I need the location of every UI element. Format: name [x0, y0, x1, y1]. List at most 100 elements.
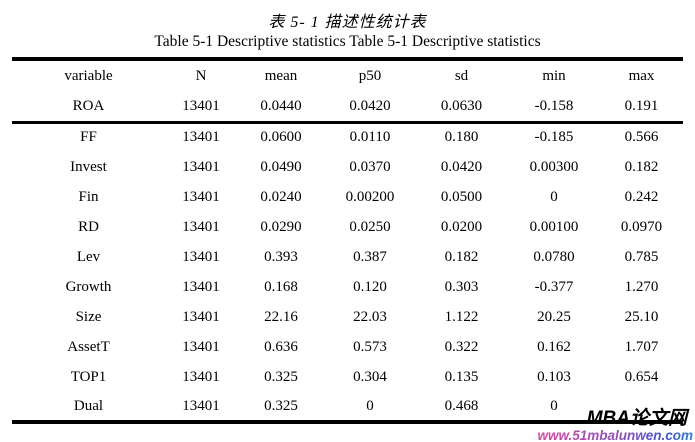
cell: 0.303 [444, 278, 479, 295]
cell: 0.566 [624, 129, 659, 146]
cell: 0.180 [444, 129, 479, 146]
cell: 0.0970 [620, 218, 663, 235]
cell: 0.0440 [237, 92, 325, 124]
cell: 20.25 [537, 308, 571, 325]
cell: 13401 [182, 158, 220, 175]
cell: 0.0420 [440, 158, 483, 175]
cell: 0.00100 [529, 218, 579, 235]
descriptive-statistics-table: variable N mean p50 sd min max ROA 13401… [12, 57, 683, 424]
table-row: Fin 13401 0.0240 0.00200 0.0500 0 0.242 [12, 182, 683, 212]
cell: 0.387 [353, 248, 387, 265]
cell: 0.0630 [415, 92, 508, 124]
table-row: Size 13401 22.16 22.03 1.122 20.25 25.10 [12, 302, 683, 332]
cell: 0.182 [624, 158, 659, 175]
cell: 1.270 [624, 278, 659, 295]
row-label: RD [78, 218, 99, 235]
column-header-sd: sd [454, 68, 469, 84]
column-header-n: N [195, 68, 207, 84]
table-title-en: Table 5-1 Descriptive statistics Table 5… [154, 33, 541, 50]
cell: 0 [366, 397, 374, 414]
cell: 13401 [182, 218, 220, 235]
cell: 0.103 [537, 368, 571, 385]
row-label: Growth [65, 278, 112, 295]
table-row: Growth 13401 0.168 0.120 0.303 -0.377 1.… [12, 272, 683, 302]
cell: 0.0370 [349, 158, 391, 175]
row-label: ROA [12, 92, 165, 124]
cell: 13401 [165, 92, 237, 124]
cell: 0.168 [264, 278, 298, 295]
row-label: TOP1 [70, 368, 107, 385]
cell: 0.182 [444, 248, 479, 265]
cell: 0.325 [264, 397, 298, 414]
table-row: AssetT 13401 0.636 0.573 0.322 0.162 1.7… [12, 332, 683, 362]
cell: 0 [550, 188, 558, 205]
cell: 0.135 [444, 368, 479, 385]
cell: 13401 [182, 308, 220, 325]
column-header-mean: mean [264, 68, 298, 84]
cell: 13401 [182, 338, 220, 355]
cell: 13401 [182, 129, 220, 146]
cell: 0.0110 [349, 129, 391, 146]
cell: 0 [550, 397, 558, 414]
cell: 0.00300 [529, 158, 579, 175]
cell: 13401 [182, 397, 220, 414]
cell: 0.162 [537, 338, 571, 355]
cell: 0.242 [624, 188, 659, 205]
cell: 0.0780 [533, 248, 575, 265]
table-row: TOP1 13401 0.325 0.304 0.135 0.103 0.654 [12, 362, 683, 392]
column-header-variable: variable [64, 68, 113, 84]
cell: -0.377 [534, 278, 574, 295]
cell: 0.0420 [325, 92, 415, 124]
column-header-min: min [542, 68, 566, 84]
cell: 0.636 [264, 338, 298, 355]
watermark-url: www.51mbalunwen.com [537, 427, 693, 442]
cell: 0.0490 [260, 158, 302, 175]
cell: 22.16 [264, 308, 298, 325]
table-row: Invest 13401 0.0490 0.0370 0.0420 0.0030… [12, 152, 683, 182]
table-row: Lev 13401 0.393 0.387 0.182 0.0780 0.785 [12, 242, 683, 272]
cell: 25.10 [624, 308, 659, 325]
row-label: AssetT [67, 338, 110, 355]
table-header-row: variable N mean p50 sd min max [12, 59, 683, 92]
cell: 0.654 [624, 368, 659, 385]
column-header-max: max [628, 68, 655, 84]
cell: 0.0600 [260, 129, 302, 146]
column-header-p50: p50 [358, 68, 382, 84]
watermark-brand: MBA论文网 [586, 407, 687, 429]
cell: 0.191 [600, 92, 683, 124]
row-label: FF [80, 129, 97, 146]
cell: -0.185 [534, 129, 574, 146]
cell: 0.304 [353, 368, 387, 385]
cell: 0.573 [353, 338, 387, 355]
site-watermark: MBA论文网 www.51mbalunwen.com [537, 409, 693, 442]
table-row: ROA 13401 0.0440 0.0420 0.0630 -0.158 0.… [12, 92, 683, 124]
cell: 0.468 [444, 397, 479, 414]
cell: 13401 [182, 248, 220, 265]
cell: 0.0200 [440, 218, 483, 235]
cell: 0.322 [444, 338, 479, 355]
cell: 1.707 [624, 338, 659, 355]
cell: 0.00200 [345, 188, 395, 205]
row-label: Lev [76, 248, 101, 265]
cell: 13401 [182, 368, 220, 385]
table-row: Dual 13401 0.325 0 0.468 0 [12, 392, 683, 422]
table-row: RD 13401 0.0290 0.0250 0.0200 0.00100 0.… [12, 212, 683, 242]
cell: 0.393 [264, 248, 298, 265]
table-row: FF 13401 0.0600 0.0110 0.180 -0.185 0.56… [12, 122, 683, 152]
cell: 0.325 [264, 368, 298, 385]
cell: 0.785 [624, 248, 659, 265]
cell: -0.158 [508, 92, 600, 124]
cell: 0.0250 [349, 218, 391, 235]
row-label: Invest [70, 158, 107, 175]
cell: 0.0240 [260, 188, 302, 205]
cell: 22.03 [353, 308, 387, 325]
cell: 13401 [182, 188, 220, 205]
cell: 13401 [182, 278, 220, 295]
row-label: Size [75, 308, 102, 325]
cell: 0.120 [353, 278, 387, 295]
cell: 1.122 [444, 308, 479, 325]
cell: 0.0500 [440, 188, 483, 205]
table-title-zh: 表 5- 1 描述性统计表 [268, 14, 427, 31]
cell: 0.0290 [260, 218, 302, 235]
